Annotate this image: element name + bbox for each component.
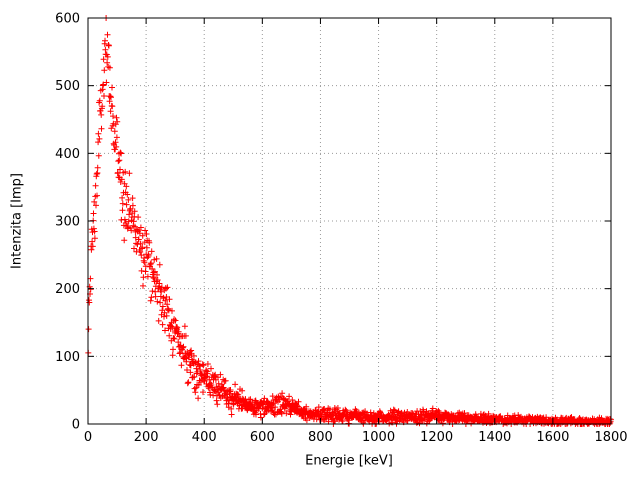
x-tick-label: 1000	[362, 430, 395, 445]
x-tick-label: 400	[192, 430, 217, 445]
x-tick-label: 800	[308, 430, 333, 445]
x-tick-label: 1400	[478, 430, 511, 445]
y-tick-label: 500	[55, 79, 80, 94]
x-tick-label: 600	[250, 430, 275, 445]
y-tick-label: 200	[55, 282, 80, 297]
y-tick-label: 600	[55, 12, 80, 27]
y-axis-label: Intenzita [Imp]	[9, 173, 25, 269]
y-tick-label: 300	[55, 215, 80, 230]
x-tick-label: 1600	[536, 430, 569, 445]
y-tick-label: 100	[55, 350, 80, 365]
x-tick-label: 1200	[420, 430, 453, 445]
x-tick-label: 200	[134, 430, 159, 445]
y-tick-label: 400	[55, 147, 80, 162]
y-tick-label: 0	[72, 418, 80, 433]
x-tick-label: 0	[84, 430, 92, 445]
x-tick-label: 1800	[594, 430, 627, 445]
x-axis-label: Energie [keV]	[305, 453, 393, 469]
